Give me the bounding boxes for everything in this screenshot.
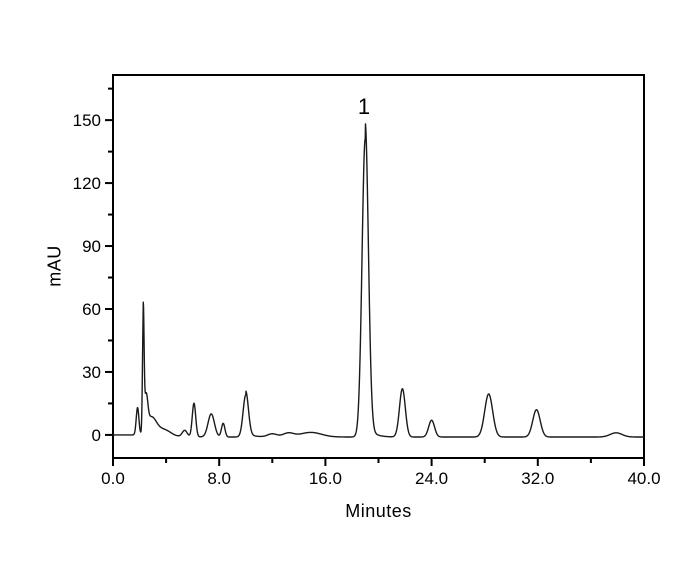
x-tick-label: 0.0 [101,469,125,488]
y-tick-label: 120 [73,174,101,193]
y-tick-label: 0 [92,426,101,445]
x-tick-label: 32.0 [521,469,554,488]
x-tick-label: 24.0 [415,469,448,488]
chromatogram-trace [112,123,645,438]
y-tick-label: 60 [82,300,101,319]
y-tick-label: 150 [73,111,101,130]
x-tick-label: 8.0 [207,469,231,488]
peak-1-annotation: 1 [357,94,371,119]
x-axis-label: Minutes [113,501,644,522]
y-tick-label: 90 [82,237,101,256]
x-tick-label: 16.0 [309,469,342,488]
x-tick-label: 40.0 [627,469,660,488]
plot-frame [112,74,645,459]
x-axis-label-text: Minutes [345,501,412,521]
y-axis-label-text: mAU [44,245,65,287]
y-tick-label: 30 [82,363,101,382]
